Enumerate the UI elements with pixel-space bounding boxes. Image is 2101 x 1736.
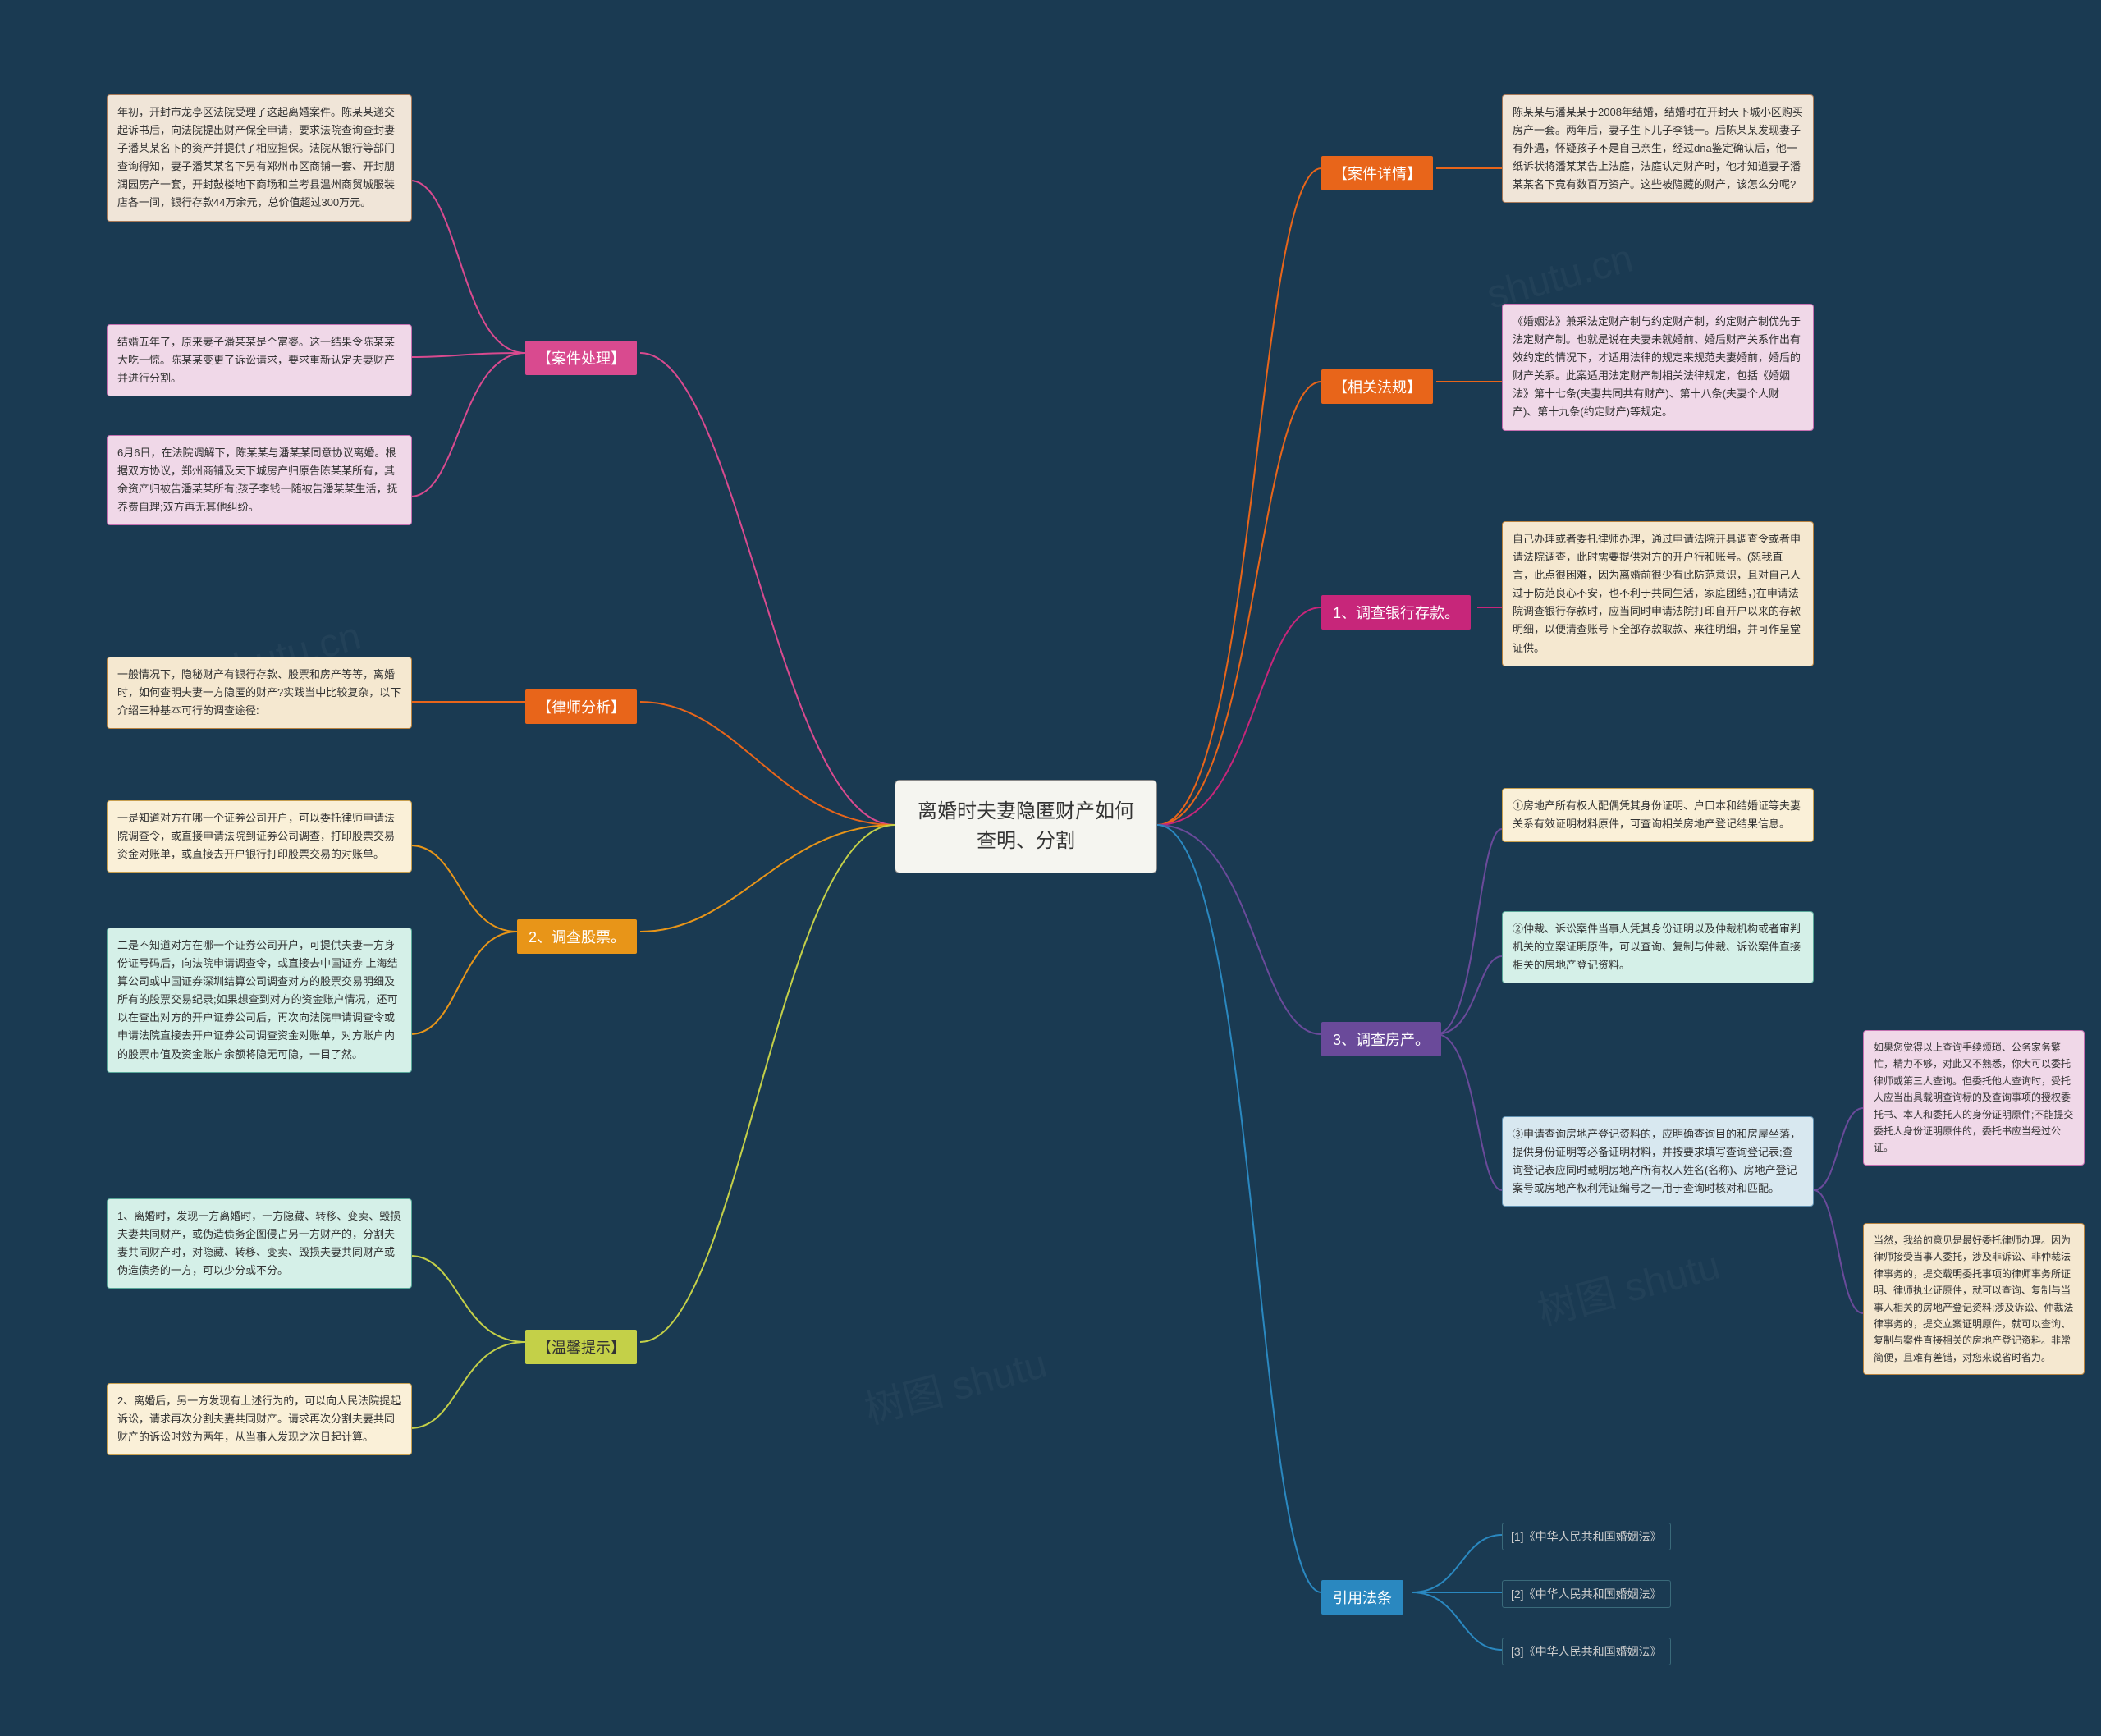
watermark: 树图 shutu <box>1531 1233 1725 1336</box>
branch-citations: 引用法条 <box>1321 1580 1403 1615</box>
leaf: 1、离婚时，发现一方离婚时，一方隐藏、转移、变卖、毁损夫妻共同财产，或伪造债务企… <box>107 1198 412 1289</box>
leaf: 一般情况下，隐秘财产有银行存款、股票和房产等等，离婚时，如何查明夫妻一方隐匿的财… <box>107 657 412 729</box>
leaf: ②仲裁、诉讼案件当事人凭其身份证明以及仲裁机构或者审判机关的立案证明原件，可以查… <box>1502 911 1814 983</box>
leaf: 一是知道对方在哪一个证券公司开户，可以委托律师申请法院调查令，或直接申请法院到证… <box>107 800 412 873</box>
leaf: 自己办理或者委托律师办理，通过申请法院开具调查令或者申请法院调查，此时需要提供对… <box>1502 521 1814 666</box>
leaf: 结婚五年了，原来妻子潘某某是个富婆。这一结果令陈某某大吃一惊。陈某某变更了诉讼请… <box>107 324 412 396</box>
citation-item: [2]《中华人民共和国婚姻法》 <box>1502 1580 1671 1608</box>
watermark: 树图 shutu <box>858 1331 1052 1435</box>
branch-bank-investigation: 1、调查银行存款。 <box>1321 595 1471 630</box>
leaf: 年初，开封市龙亭区法院受理了这起离婚案件。陈某某递交起诉书后，向法院提出财产保全… <box>107 94 412 222</box>
leaf: 二是不知道对方在哪一个证券公司开户，可提供夫妻一方身份证号码后，向法院申请调查令… <box>107 928 412 1073</box>
leaf: 陈某某与潘某某于2008年结婚，结婚时在开封天下城小区购买房产一套。两年后，妻子… <box>1502 94 1814 203</box>
leaf: 2、离婚后，另一方发现有上述行为的，可以向人民法院提起诉讼，请求再次分割夫妻共同… <box>107 1383 412 1455</box>
leaf: 《婚姻法》兼采法定财产制与约定财产制，约定财产制优先于法定财产制。也就是说在夫妻… <box>1502 304 1814 431</box>
leaf: 如果您觉得以上查询手续烦琐、公务家务繁忙，精力不够，对此又不熟悉，你大可以委托律… <box>1863 1030 2085 1166</box>
branch-tips: 【温馨提示】 <box>525 1330 637 1364</box>
branch-lawyer-analysis: 【律师分析】 <box>525 689 637 724</box>
citation-item: [1]《中华人民共和国婚姻法》 <box>1502 1523 1671 1550</box>
leaf: ①房地产所有权人配偶凭其身份证明、户口本和结婚证等夫妻关系有效证明材料原件，可查… <box>1502 788 1814 842</box>
branch-stock-investigation: 2、调查股票。 <box>517 919 637 954</box>
leaf: ③申请查询房地产登记资料的，应明确查询目的和房屋坐落，提供身份证明等必备证明材料… <box>1502 1116 1814 1207</box>
branch-case-details: 【案件详情】 <box>1321 156 1433 190</box>
citation-item: [3]《中华人民共和国婚姻法》 <box>1502 1638 1671 1665</box>
branch-regulations: 【相关法规】 <box>1321 369 1433 404</box>
branch-case-handling: 【案件处理】 <box>525 341 637 375</box>
leaf: 6月6日，在法院调解下，陈某某与潘某某同意协议离婚。根据双方协议，郑州商铺及天下… <box>107 435 412 525</box>
center-topic: 离婚时夫妻隐匿财产如何查明、分割 <box>895 780 1157 873</box>
branch-property-investigation: 3、调查房产。 <box>1321 1022 1441 1056</box>
leaf: 当然，我给的意见是最好委托律师办理。因为律师接受当事人委托，涉及非诉讼、非仲裁法… <box>1863 1223 2085 1375</box>
